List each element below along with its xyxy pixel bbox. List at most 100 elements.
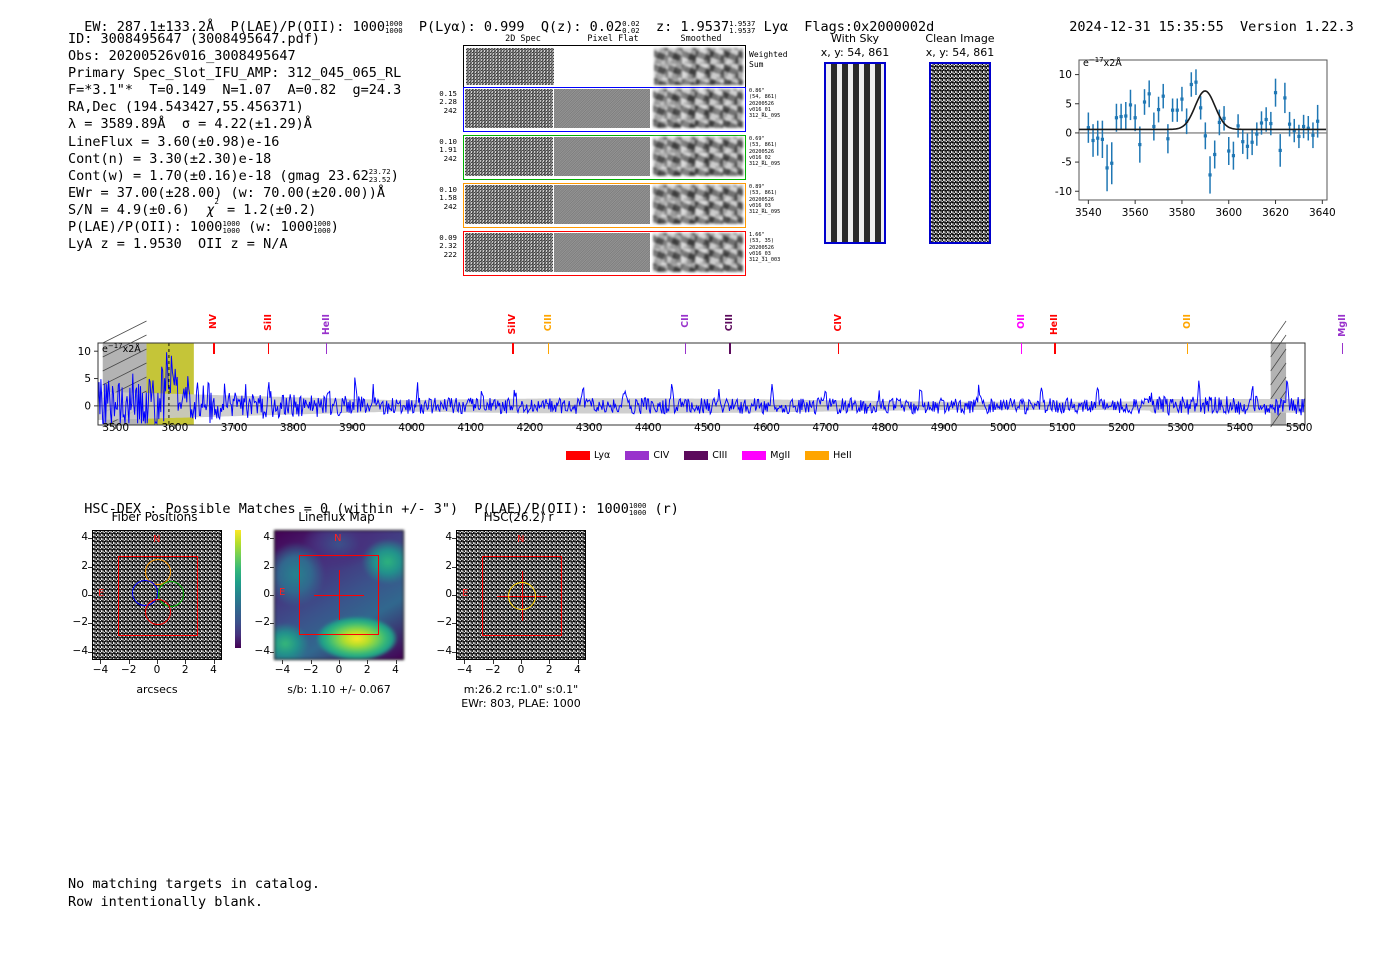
info-snr-chi2: S/N = 4.9(±0.6) χ2 = 1.2(±0.2)	[68, 197, 317, 218]
full-spectrum-xaxis: 3500 3600 3700 3800 3900 4000 4100 4200 4300 4400…	[60, 422, 1335, 444]
spec2d-row-right-label: 0.69" (53, 861) 20200526 v016_02 312_RL_095	[749, 136, 781, 168]
panel-xtick-mark	[157, 660, 158, 664]
full-spectrum-xtick: 4200	[516, 422, 544, 434]
full-spectrum-xtick: 5100	[1049, 422, 1076, 434]
spec2d-row-right-label: 1.66" (53, 35) 20200526 v016_03 312_31_003	[749, 232, 781, 264]
panel-ytick: −2	[436, 616, 452, 629]
cutout-with-sky-subtitle: x, y: 54, 861	[820, 46, 890, 59]
panel-xtick: −2	[302, 664, 319, 676]
panel-xtick: 0	[335, 664, 343, 676]
panel-ytick: 0	[263, 588, 270, 600]
spec2d-pixelflat	[554, 89, 650, 128]
panel-xtick-mark	[549, 660, 551, 664]
legend-label: HeII	[833, 450, 852, 461]
panel-ytick-mark	[270, 595, 274, 596]
panel-ytick-mark	[270, 651, 274, 653]
panel-xtick: −4	[92, 664, 109, 676]
panel-xtick: 2	[181, 664, 189, 676]
info-id: ID: 3008495647 (3008495647.pdf)	[68, 31, 320, 47]
full-spectrum-xtick: 4600	[753, 422, 780, 434]
hsc-sublabel: EWr: 803, PLAE: 1000	[461, 697, 581, 710]
info-radec: RA,Dec (194.543427,55.456371)	[68, 99, 304, 116]
info-lambda: λ = 3589.89Å	[68, 116, 166, 133]
info-plae-range: 1000 1000	[222, 218, 241, 236]
emission-line-tick	[325, 343, 328, 354]
spec2d-col-pixelflat: Pixel Flat	[587, 34, 639, 44]
legend-swatch	[805, 451, 830, 460]
header-ew: EW: 287.1±133.2Å	[84, 19, 215, 35]
panel-ytick-mark	[88, 566, 92, 568]
legend-item: CIII	[684, 450, 727, 461]
info-plae-w-range: 1000 1000	[313, 218, 331, 236]
emission-line-tick	[547, 343, 550, 354]
cutout-clean-subtitle: x, y: 54, 861	[925, 46, 995, 59]
full-spectrum-xtick: 5000	[989, 422, 1017, 434]
panel-ytick-mark	[88, 651, 92, 653]
panel-ytick-mark	[270, 623, 274, 625]
full-spectrum-xtick: 3500	[102, 422, 130, 434]
full-spectrum-xtick: 4100	[457, 422, 485, 434]
hsc-image: N E	[456, 530, 586, 660]
panel-xtick: −2	[120, 664, 137, 676]
panel-ytick: −4	[254, 644, 270, 657]
spec2d-smoothed	[653, 89, 743, 128]
panel-ytick: 0	[445, 588, 452, 600]
emission-line-label: MgII	[1336, 314, 1348, 337]
spec2d-row	[463, 87, 746, 132]
legend-label: CIV	[653, 450, 670, 461]
footer-line-2: Row intentionally blank.	[68, 893, 264, 910]
svg-text:3600: 3600	[1215, 207, 1242, 219]
spec2d-pixelflat	[554, 233, 650, 272]
panel-xtick-mark	[128, 660, 130, 664]
panel-ytick-mark	[452, 566, 456, 568]
panel-ytick: 2	[81, 559, 88, 572]
spec2d-smoothed	[653, 233, 743, 272]
panel-xtick: −4	[274, 664, 291, 676]
panel-xtick: 0	[517, 664, 525, 676]
emission-line-tick	[267, 343, 270, 354]
header-flags: Flags:0x2000002d	[804, 19, 935, 35]
svg-text:10: 10	[1059, 69, 1072, 81]
emission-line-tick	[684, 343, 687, 354]
panel-lineflux-title: Lineflux Map	[298, 510, 375, 524]
panel-xtick: 2	[545, 664, 553, 676]
emission-line-tick	[1186, 343, 1189, 354]
spec2d-raw	[465, 89, 553, 128]
svg-text:0: 0	[1065, 127, 1072, 139]
full-spectrum-xtick: 4300	[575, 422, 603, 434]
lineflux-overlay: N E	[274, 530, 404, 660]
full-spectrum-xtick: 5500	[1285, 422, 1313, 434]
header-z: z: 1.9537	[655, 19, 730, 35]
spec2d-raw	[465, 185, 553, 224]
full-spectrum-xtick: 4700	[812, 422, 840, 434]
panel-hsc-r: HSC(26.2) r N E −4 −2 0 2 4 4 2 0 −2 −4 m:26.2 r…	[426, 510, 611, 725]
header-z-range: 1.9537 1.9537	[729, 18, 756, 35]
panel-xtick: 2	[363, 664, 371, 676]
spec2d-row-right-label: 0.89" (53, 861) 20200526 v016_03 312_RL_095	[749, 184, 781, 216]
panel-xtick: 0	[153, 664, 161, 676]
cutout-with-sky: With Sky x, y: 54, 861	[805, 32, 905, 244]
panel-ytick: −2	[72, 616, 88, 629]
panel-xtick: −4	[456, 664, 473, 676]
version-label: Version 1.22.3	[1239, 19, 1354, 35]
emission-line-label: CIII	[542, 314, 554, 332]
emission-line-label: CIV	[832, 314, 844, 332]
panel-ytick-mark	[270, 566, 274, 568]
legend-swatch	[625, 451, 650, 460]
panel-xtick-mark	[100, 660, 102, 664]
panel-xtick-mark	[310, 660, 312, 664]
full-spectrum-xtick: 3800	[279, 422, 307, 434]
emission-line-label: HeII	[320, 314, 332, 336]
zoom-spectrum-plot: 3540 3560 3580 3600 3620 3640 -10 -5 0 5 10 e−17x2…	[1035, 48, 1336, 233]
legend-swatch	[742, 451, 767, 460]
header-plya: P(Lyα): 0.999	[418, 19, 525, 35]
emission-line-label: OII	[1181, 314, 1193, 329]
spec2d-smoothed	[653, 185, 743, 224]
detection-info-block: ID: 3008495647 (3008495647.pdf) Obs: 202…	[68, 31, 401, 253]
zoom-spectrum-units: e−17x2Å	[1083, 56, 1122, 70]
panel-xtick: 4	[392, 664, 399, 676]
header-qz-range: 0.02 0.02	[622, 18, 640, 35]
header-plae-label: P(LAE)/P(OII):	[230, 19, 345, 35]
svg-text:3540: 3540	[1075, 207, 1102, 219]
full-spectrum-xtick: 3600	[161, 422, 189, 434]
